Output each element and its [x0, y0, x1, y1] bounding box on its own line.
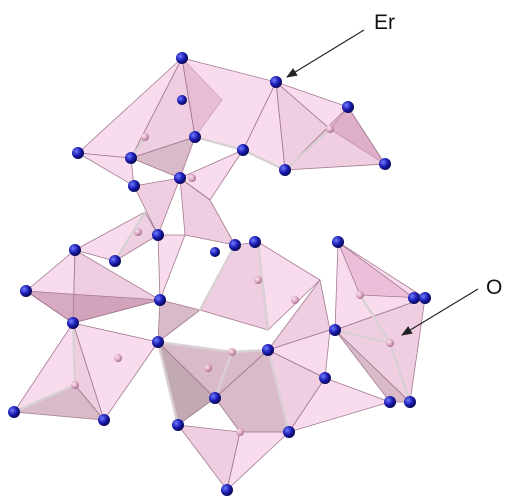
oxygen-atom — [152, 229, 164, 241]
bond — [12, 383, 77, 414]
oxygen-atom — [177, 95, 187, 105]
oxygen-atom — [154, 294, 166, 306]
oxygen-atom — [125, 152, 137, 164]
oxygen-atom — [262, 344, 274, 356]
polyhedron-face — [334, 329, 411, 403]
bond — [156, 340, 234, 354]
oxygen-atoms-group — [8, 52, 431, 496]
er-label-arrow — [286, 29, 365, 78]
erbium-atom — [228, 348, 236, 356]
bond — [213, 350, 234, 400]
oxygen-atom — [20, 285, 32, 297]
oxygen-atom — [98, 414, 110, 426]
bond — [241, 148, 287, 172]
bond — [283, 127, 332, 172]
erbium-atom — [356, 291, 364, 299]
bond — [113, 210, 147, 263]
oxygen-atom — [174, 172, 186, 184]
erbium-atom — [386, 339, 394, 347]
bond — [71, 321, 77, 387]
oxygen-atom — [109, 255, 121, 267]
oxygen-atom — [384, 396, 396, 408]
oxygen-atom — [249, 236, 261, 248]
erbium-atom — [291, 296, 299, 304]
bond — [230, 348, 270, 354]
bond — [388, 341, 412, 404]
oxygen-atom — [210, 247, 220, 257]
erbium-atom — [71, 381, 79, 389]
oxygen-atom — [128, 180, 140, 192]
oxygen-atom — [270, 76, 282, 88]
oxygen-atom — [379, 158, 391, 170]
o-label: O — [486, 276, 503, 299]
erbium-atom — [204, 364, 212, 372]
oxygen-atom — [279, 164, 291, 176]
oxygen-atom — [67, 317, 79, 329]
polyhedron-face — [133, 177, 181, 236]
erbium-atom — [114, 354, 122, 362]
bond — [198, 243, 237, 312]
erbium-atom — [326, 125, 334, 133]
oxygen-atom — [237, 144, 249, 156]
erbium-atom — [254, 276, 262, 284]
polyhedron-face — [77, 152, 135, 187]
polyhedron-face — [226, 431, 290, 491]
oxygen-atom — [152, 336, 164, 348]
oxygen-atom — [69, 244, 81, 256]
oxygen-atom — [209, 392, 221, 404]
oxygen-atom — [176, 52, 188, 64]
bond — [358, 293, 392, 345]
polyhedron-face — [25, 290, 161, 324]
polyhedron-face — [199, 241, 269, 331]
oxygen-atom — [229, 239, 241, 251]
erbium-atom — [188, 174, 196, 182]
oxygen-atom — [419, 292, 431, 304]
erbium-atom — [141, 133, 149, 141]
oxygen-atom — [72, 147, 84, 159]
polyhedron-face — [284, 106, 386, 171]
polyhedron-face — [288, 377, 391, 433]
oxygen-atom — [8, 406, 20, 418]
erbium-atom — [134, 228, 142, 236]
oxygen-atom — [404, 396, 416, 408]
o-label-arrow — [401, 288, 479, 336]
oxygen-atom — [189, 131, 201, 143]
oxygen-atom — [332, 236, 344, 248]
bond — [266, 348, 291, 434]
oxygen-atom — [319, 372, 331, 384]
erbium-polyhedra-group — [13, 57, 426, 491]
bond — [156, 340, 180, 427]
bond — [256, 240, 270, 332]
oxygen-atom — [172, 419, 184, 431]
bond — [193, 135, 245, 152]
er-label: Er — [374, 11, 395, 34]
oxygen-atom — [329, 324, 341, 336]
erbium-atom — [236, 428, 244, 436]
oxygen-atom — [283, 426, 295, 438]
polyhedron-face — [72, 322, 159, 421]
oxygen-atom — [408, 292, 420, 304]
polyhedron-face — [157, 234, 186, 301]
oxygen-atom — [221, 484, 233, 496]
oxygen-atom — [342, 101, 354, 113]
bond — [333, 328, 392, 345]
polyhedron-face — [130, 136, 196, 179]
polyhedron-face — [157, 299, 201, 343]
